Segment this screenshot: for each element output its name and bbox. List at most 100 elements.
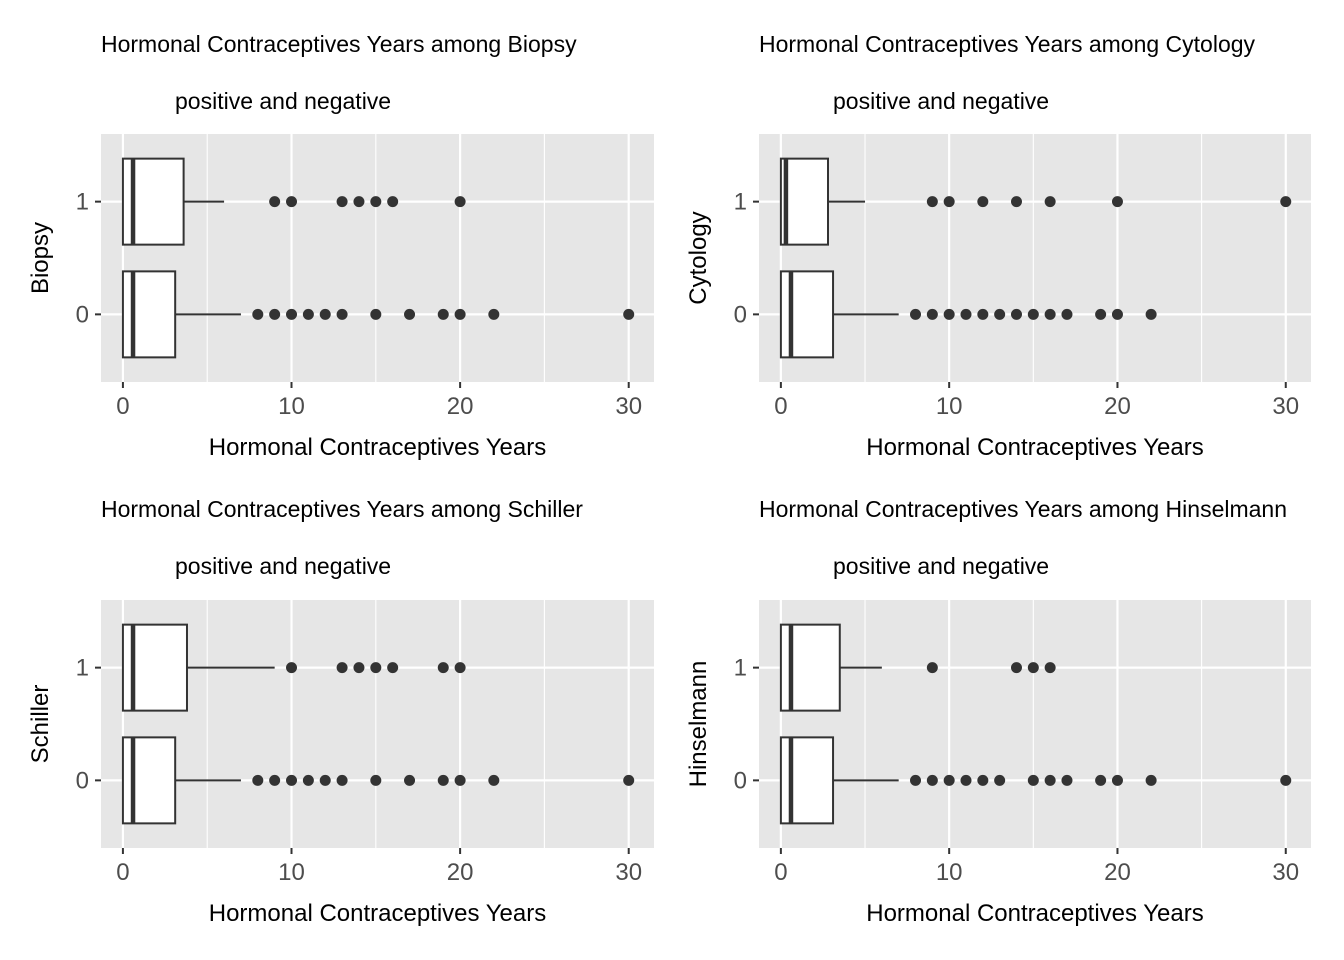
outlier-point — [286, 196, 298, 208]
panel-background — [759, 134, 1311, 382]
outlier-point — [437, 662, 449, 674]
x-tick-label: 0 — [116, 393, 129, 420]
box-0 — [779, 270, 1157, 359]
y-axis-title: Schiller — [27, 685, 54, 764]
chart-title-line-2: positive and negative — [833, 553, 1049, 579]
outlier-point — [454, 662, 466, 674]
panel-background — [759, 600, 1311, 848]
x-tick-label: 0 — [774, 393, 787, 420]
box-iqr — [779, 736, 835, 825]
x-tick-label: 0 — [116, 859, 129, 886]
box-iqr — [779, 270, 835, 359]
x-tick-label: 10 — [936, 393, 963, 420]
x-tick-label: 20 — [447, 393, 474, 420]
outlier-point — [454, 196, 466, 208]
y-tick-label: 1 — [734, 655, 747, 682]
x-axis-title: Hormonal Contraceptives Years — [866, 434, 1204, 461]
outlier-point — [960, 308, 972, 320]
outlier-point — [994, 774, 1006, 786]
chart-panel-3: Hormonal Contraceptives Years among Hins… — [685, 496, 1311, 927]
outlier-point — [1044, 774, 1056, 786]
box-0 — [121, 270, 635, 359]
outlier-point — [353, 662, 365, 674]
outlier-point — [1027, 308, 1039, 320]
outlier-point — [1095, 308, 1107, 320]
y-tick-label: 0 — [734, 767, 747, 794]
outlier-point — [269, 308, 281, 320]
outlier-point — [437, 774, 449, 786]
outlier-point — [370, 662, 382, 674]
box-iqr — [779, 157, 830, 246]
outlier-point — [926, 774, 938, 786]
panel-background — [101, 600, 654, 848]
outlier-point — [302, 774, 314, 786]
outlier-point — [252, 774, 264, 786]
outlier-point — [269, 774, 281, 786]
outlier-point — [353, 196, 365, 208]
y-axis-title: Biopsy — [27, 222, 54, 294]
outlier-point — [286, 662, 298, 674]
y-tick-label: 1 — [76, 655, 89, 682]
chart-title-line-1: Hormonal Contraceptives Years among Schi… — [101, 496, 583, 522]
outlier-point — [302, 308, 314, 320]
outlier-point — [370, 308, 382, 320]
outlier-point — [623, 774, 635, 786]
outlier-point — [1027, 662, 1039, 674]
outlier-point — [977, 196, 989, 208]
y-tick-label: 0 — [734, 301, 747, 328]
panel-background — [101, 134, 654, 382]
chart-title-line-2: positive and negative — [175, 553, 391, 579]
chart-panel-2: Hormonal Contraceptives Years among Schi… — [27, 496, 654, 927]
outlier-point — [370, 774, 382, 786]
outlier-point — [336, 774, 348, 786]
outlier-point — [319, 308, 331, 320]
x-tick-label: 10 — [936, 859, 963, 886]
x-tick-label: 10 — [278, 859, 305, 886]
outlier-point — [1111, 308, 1123, 320]
outlier-point — [336, 308, 348, 320]
outlier-point — [404, 774, 416, 786]
outlier-point — [336, 196, 348, 208]
outlier-point — [1111, 774, 1123, 786]
outlier-point — [252, 308, 264, 320]
x-tick-label: 30 — [1272, 859, 1299, 886]
outlier-point — [623, 308, 635, 320]
outlier-point — [943, 774, 955, 786]
outlier-point — [1010, 662, 1022, 674]
y-tick-label: 0 — [76, 301, 89, 328]
outlier-point — [286, 308, 298, 320]
y-axis-title: Hinselmann — [685, 661, 712, 788]
chart-title-line-2: positive and negative — [833, 88, 1049, 114]
outlier-point — [1061, 774, 1073, 786]
chart-panel-1: Hormonal Contraceptives Years among Cyto… — [685, 31, 1311, 461]
x-tick-label: 20 — [1104, 393, 1131, 420]
outlier-point — [1061, 308, 1073, 320]
outlier-point — [404, 308, 416, 320]
outlier-point — [488, 774, 500, 786]
box-iqr — [121, 736, 177, 825]
outlier-point — [1145, 774, 1157, 786]
outlier-point — [488, 308, 500, 320]
outlier-point — [1111, 196, 1123, 208]
outlier-point — [1010, 196, 1022, 208]
outlier-point — [336, 662, 348, 674]
outlier-point — [269, 196, 281, 208]
outlier-point — [454, 774, 466, 786]
outlier-point — [387, 196, 399, 208]
x-tick-label: 30 — [615, 393, 642, 420]
chart-title-line-1: Hormonal Contraceptives Years among Cyto… — [759, 31, 1256, 57]
x-tick-label: 20 — [447, 859, 474, 886]
outlier-point — [1095, 774, 1107, 786]
outlier-point — [926, 308, 938, 320]
outlier-point — [286, 774, 298, 786]
chart-panel-0: Hormonal Contraceptives Years among Biop… — [27, 31, 654, 461]
x-tick-label: 0 — [774, 859, 787, 886]
x-tick-label: 20 — [1104, 859, 1131, 886]
outlier-point — [319, 774, 331, 786]
x-tick-label: 30 — [1272, 393, 1299, 420]
outlier-point — [977, 774, 989, 786]
x-axis-title: Hormonal Contraceptives Years — [209, 900, 547, 927]
box-iqr — [121, 270, 177, 359]
x-axis-title: Hormonal Contraceptives Years — [209, 434, 547, 461]
